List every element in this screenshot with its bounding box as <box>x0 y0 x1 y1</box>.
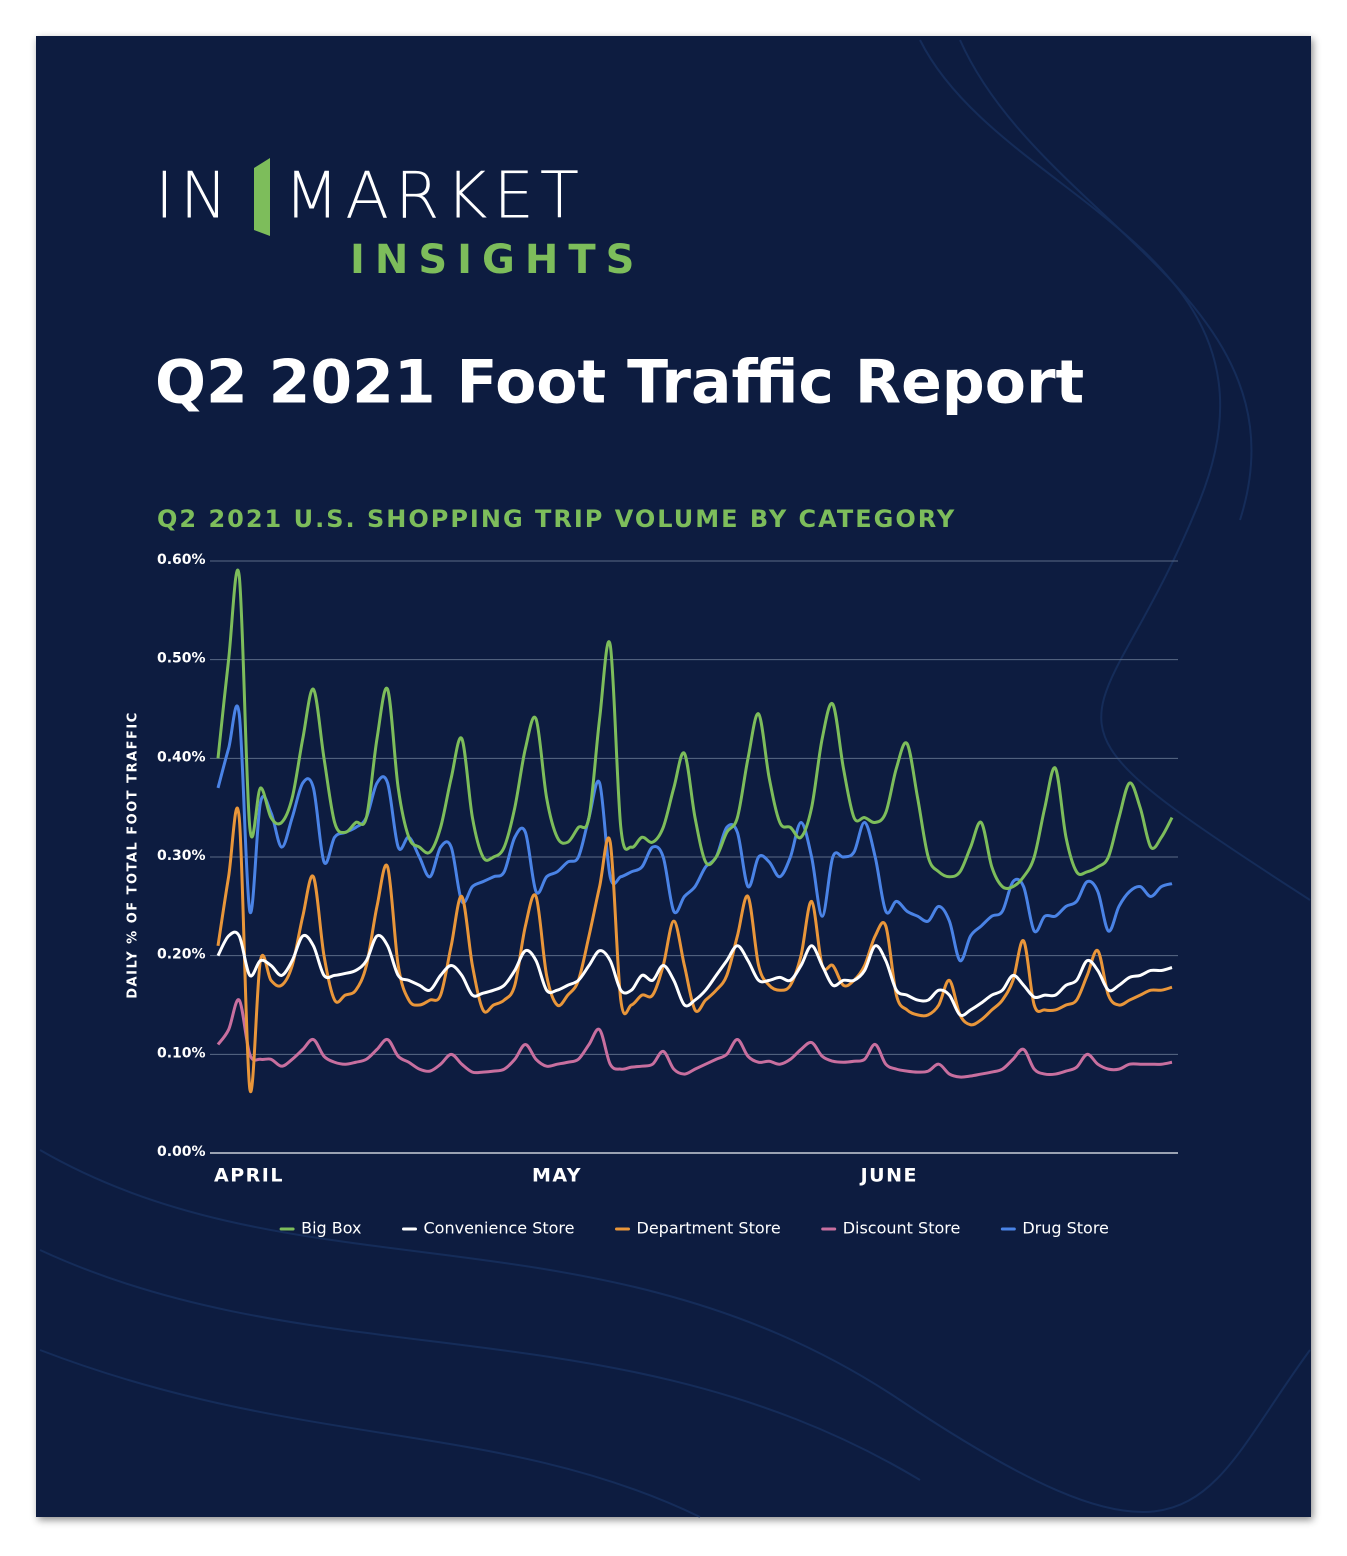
logo-mark <box>254 158 270 236</box>
series-line <box>216 806 1173 1094</box>
x-tick-label: APRIL <box>214 1165 284 1187</box>
report-title: Q2 2021 Foot Traffic Report <box>155 348 1084 418</box>
y-tick-label: 0.40% <box>157 749 206 765</box>
series-line <box>216 930 1173 1017</box>
legend-label: Convenience Store <box>424 1219 575 1238</box>
x-tick-label: MAY <box>532 1165 582 1187</box>
y-tick-label: 0.30% <box>157 848 206 864</box>
logo-tagline: INSIGHTS <box>350 237 644 283</box>
background <box>36 36 1311 1517</box>
y-tick-label: 0.10% <box>157 1045 206 1061</box>
legend-label: Discount Store <box>843 1219 961 1238</box>
legend-label: Department Store <box>637 1219 781 1238</box>
x-tick-label: JUNE <box>859 1165 918 1187</box>
y-tick-label: 0.00% <box>157 1144 206 1160</box>
y-tick-label: 0.20% <box>157 947 206 963</box>
y-tick-label: 0.50% <box>157 651 206 667</box>
decoration <box>39 39 1311 1518</box>
y-tick-label: 0.60% <box>157 552 206 568</box>
series-line <box>216 568 1174 890</box>
logo-left: IN <box>155 160 234 234</box>
legend-label: Drug Store <box>1022 1219 1109 1238</box>
series-line <box>216 998 1173 1079</box>
y-axis-label: DAILY % OF TOTAL FOOT TRAFFIC <box>126 711 141 999</box>
legend-label: Big Box <box>301 1219 361 1238</box>
chart-title: Q2 2021 U.S. SHOPPING TRIP VOLUME BY CAT… <box>157 505 956 533</box>
logo-right: MARKET <box>284 160 585 234</box>
